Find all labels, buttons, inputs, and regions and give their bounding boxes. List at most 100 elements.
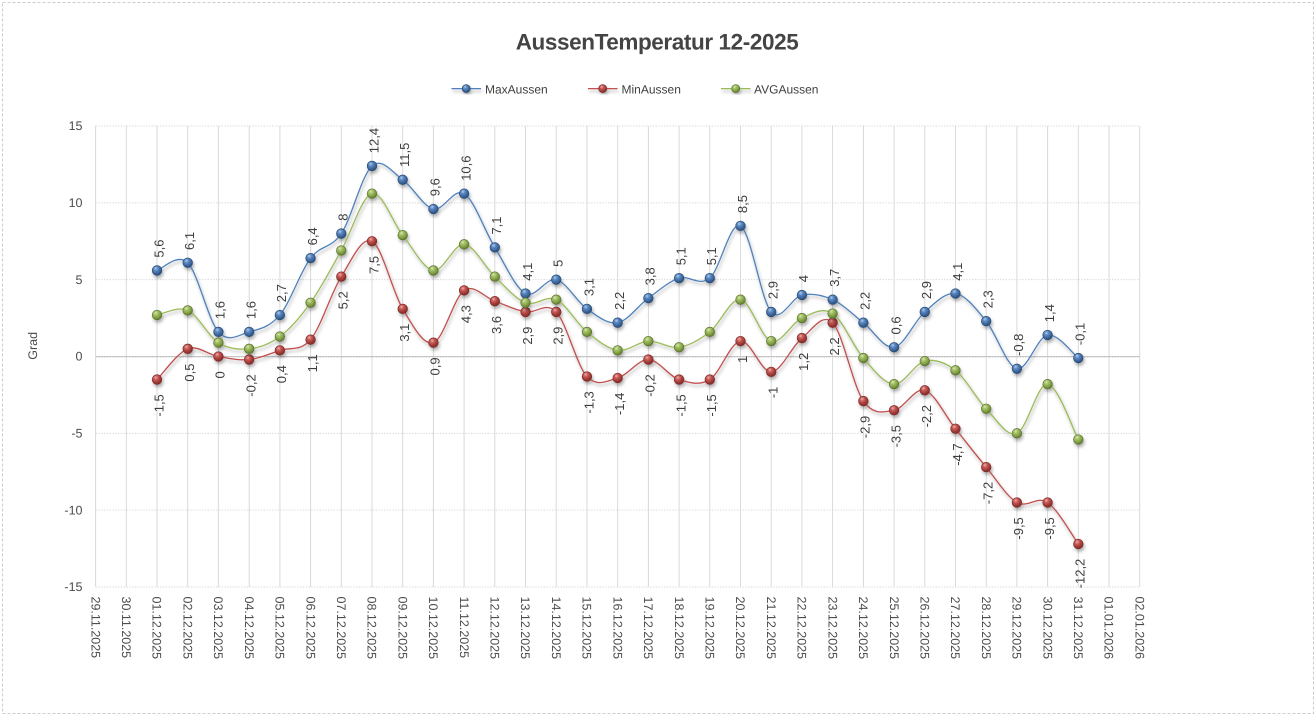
svg-text:28.12.2025: 28.12.2025 [979,597,993,660]
svg-text:15: 15 [69,119,83,133]
svg-text:5: 5 [551,260,566,267]
svg-text:-1,4: -1,4 [612,393,627,415]
svg-text:AussenTemperatur 12-2025: AussenTemperatur 12-2025 [516,30,799,55]
svg-text:04.12.2025: 04.12.2025 [242,597,256,660]
svg-text:-1,3: -1,3 [581,391,596,413]
svg-text:2,3: 2,3 [981,290,996,308]
svg-text:10: 10 [69,196,83,210]
svg-text:-1,5: -1,5 [673,394,688,416]
svg-text:26.12.2025: 26.12.2025 [918,597,932,660]
svg-text:10.12.2025: 10.12.2025 [426,597,440,660]
svg-text:-2,9: -2,9 [858,416,873,438]
svg-text:1,6: 1,6 [244,301,259,319]
svg-text:6,1: 6,1 [182,232,197,250]
svg-text:02.12.2025: 02.12.2025 [180,597,194,660]
svg-text:05.12.2025: 05.12.2025 [273,597,287,660]
svg-text:30.11.2025: 30.11.2025 [119,597,133,659]
svg-text:-9,5: -9,5 [1042,517,1057,539]
svg-text:17.12.2025: 17.12.2025 [641,597,655,660]
svg-text:2,7: 2,7 [274,284,289,302]
svg-text:31.12.2025: 31.12.2025 [1071,597,1085,660]
svg-text:1: 1 [735,356,750,363]
svg-text:MinAussen: MinAussen [622,82,681,96]
svg-text:21.12.2025: 21.12.2025 [764,597,778,660]
svg-text:-2,2: -2,2 [919,405,934,427]
svg-text:16.12.2025: 16.12.2025 [610,597,624,660]
svg-text:2,2: 2,2 [827,337,842,355]
svg-text:-0,1: -0,1 [1073,323,1088,345]
svg-text:2,9: 2,9 [551,327,566,345]
svg-text:-1,5: -1,5 [704,394,719,416]
svg-text:3,1: 3,1 [581,278,596,296]
svg-text:4,1: 4,1 [950,263,965,281]
svg-text:11,5: 11,5 [397,143,412,167]
svg-text:24.12.2025: 24.12.2025 [856,597,870,660]
svg-text:MaxAussen: MaxAussen [485,82,548,96]
svg-text:06.12.2025: 06.12.2025 [303,597,317,660]
svg-text:2,9: 2,9 [919,281,934,299]
svg-text:0,5: 0,5 [182,364,197,382]
svg-text:14.12.2025: 14.12.2025 [549,597,563,660]
svg-text:25.12.2025: 25.12.2025 [887,597,901,660]
svg-text:-5: -5 [71,427,82,441]
svg-text:09.12.2025: 09.12.2025 [395,597,409,660]
svg-text:7,1: 7,1 [489,217,504,235]
svg-text:29.11.2025: 29.11.2025 [88,597,102,659]
svg-text:2,9: 2,9 [520,327,535,345]
svg-text:2,9: 2,9 [766,281,781,299]
svg-text:12.12.2025: 12.12.2025 [488,597,502,660]
svg-text:-3,5: -3,5 [888,425,903,447]
svg-text:0: 0 [213,371,228,378]
svg-text:15.12.2025: 15.12.2025 [580,597,594,660]
svg-text:-1,5: -1,5 [151,394,166,416]
svg-text:9,6: 9,6 [428,178,443,196]
svg-text:1,4: 1,4 [1042,304,1057,322]
svg-text:-7,2: -7,2 [981,482,996,504]
svg-text:08.12.2025: 08.12.2025 [365,597,379,660]
svg-text:20.12.2025: 20.12.2025 [733,597,747,660]
svg-text:2,2: 2,2 [858,292,873,310]
svg-text:8: 8 [336,214,351,221]
svg-text:-0,8: -0,8 [1011,334,1026,356]
svg-text:13.12.2025: 13.12.2025 [518,597,532,660]
svg-text:4,3: 4,3 [458,305,473,323]
svg-text:-1: -1 [766,387,781,399]
svg-text:AVGAussen: AVGAussen [754,82,818,96]
svg-text:6,4: 6,4 [305,227,320,245]
svg-text:5,2: 5,2 [336,291,351,309]
svg-text:5,1: 5,1 [704,247,719,265]
svg-text:2,2: 2,2 [612,292,627,310]
svg-text:11.12.2025: 11.12.2025 [457,597,471,659]
svg-text:29.12.2025: 29.12.2025 [1010,597,1024,660]
svg-text:-12,2: -12,2 [1073,559,1088,589]
svg-text:-0,2: -0,2 [244,374,259,396]
svg-text:-10: -10 [64,503,82,517]
svg-text:19.12.2025: 19.12.2025 [703,597,717,660]
svg-text:10,6: 10,6 [458,155,473,180]
svg-text:23.12.2025: 23.12.2025 [825,597,839,660]
svg-text:07.12.2025: 07.12.2025 [334,597,348,660]
svg-text:0,4: 0,4 [274,365,289,383]
svg-text:22.12.2025: 22.12.2025 [795,597,809,660]
svg-text:-9,5: -9,5 [1011,517,1026,539]
svg-text:7,5: 7,5 [366,256,381,274]
svg-text:12,4: 12,4 [366,128,381,153]
svg-text:Grad: Grad [26,332,40,360]
svg-text:8,5: 8,5 [735,195,750,213]
svg-text:30.12.2025: 30.12.2025 [1040,597,1054,660]
svg-text:4: 4 [796,275,811,282]
svg-text:5,6: 5,6 [151,240,166,258]
svg-text:-4,7: -4,7 [950,443,965,465]
svg-text:5: 5 [76,273,83,287]
svg-text:1,1: 1,1 [305,354,320,372]
svg-text:3,7: 3,7 [827,269,842,287]
svg-text:5,1: 5,1 [673,247,688,265]
svg-text:3,8: 3,8 [643,267,658,285]
svg-text:1,2: 1,2 [796,353,811,371]
svg-text:3,1: 3,1 [397,324,412,342]
svg-text:03.12.2025: 03.12.2025 [211,597,225,660]
svg-text:01.12.2025: 01.12.2025 [150,597,164,660]
svg-text:4,1: 4,1 [520,263,535,281]
svg-text:3,6: 3,6 [489,316,504,334]
svg-text:-15: -15 [64,580,82,594]
